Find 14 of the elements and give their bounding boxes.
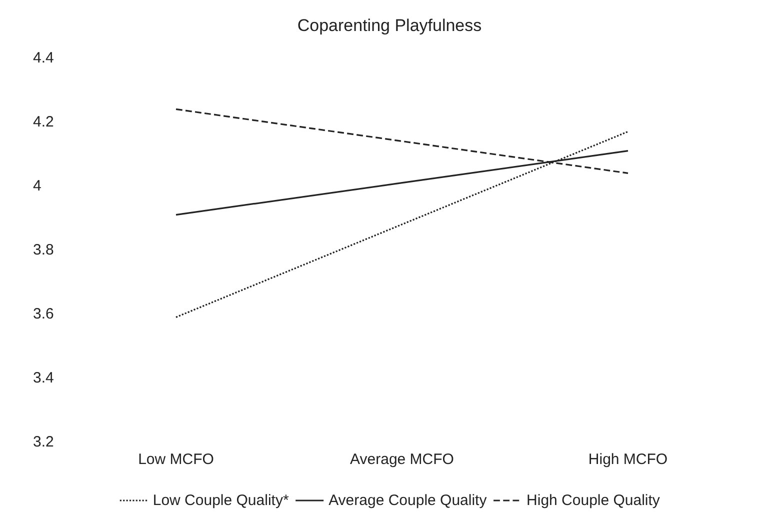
legend-label: Average Couple Quality bbox=[328, 492, 488, 509]
x-tick-label: Average MCFO bbox=[350, 451, 454, 468]
chart-title: Coparenting Playfulness bbox=[297, 16, 482, 35]
y-tick-label: 4 bbox=[33, 178, 42, 194]
legend-label: High Couple Quality bbox=[526, 492, 660, 509]
y-tick-label: 4.4 bbox=[33, 50, 54, 66]
y-tick-label: 3.6 bbox=[33, 306, 54, 322]
y-tick-label: 3.2 bbox=[33, 434, 54, 450]
legend-label: Low Couple Quality* bbox=[152, 492, 289, 509]
x-tick-label: Low MCFO bbox=[138, 451, 214, 468]
y-tick-label: 4.2 bbox=[33, 114, 54, 130]
x-tick-label: High MCFO bbox=[588, 451, 668, 468]
y-tick-label: 3.4 bbox=[33, 370, 54, 386]
y-tick-label: 3.8 bbox=[33, 242, 54, 258]
